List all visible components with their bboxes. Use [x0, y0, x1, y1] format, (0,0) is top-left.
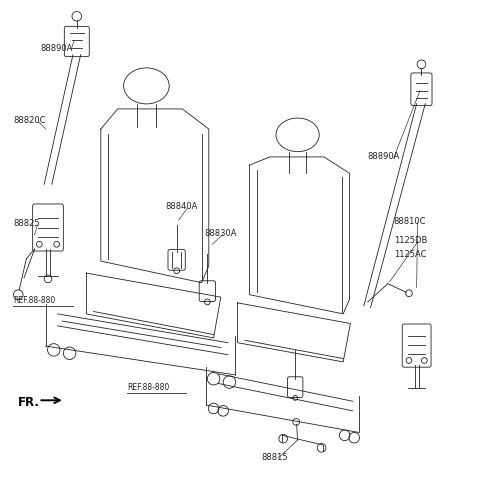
Text: 1125DB: 1125DB [394, 235, 427, 244]
Text: 88830A: 88830A [204, 228, 237, 237]
Text: 88890A: 88890A [367, 152, 399, 161]
Text: REF.88-880: REF.88-880 [13, 295, 56, 304]
Text: REF.88-880: REF.88-880 [127, 383, 169, 392]
Text: 88820C: 88820C [13, 116, 46, 125]
Text: 88825: 88825 [13, 219, 40, 228]
Text: 88810C: 88810C [394, 216, 426, 225]
Text: 1125AC: 1125AC [394, 250, 426, 259]
Text: FR.: FR. [18, 395, 40, 408]
Text: 88815: 88815 [262, 452, 288, 461]
Text: 88840A: 88840A [166, 202, 198, 211]
Text: 88890A: 88890A [41, 44, 73, 53]
